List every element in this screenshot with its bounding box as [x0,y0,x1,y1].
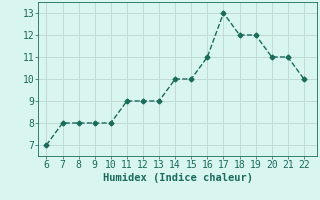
X-axis label: Humidex (Indice chaleur): Humidex (Indice chaleur) [103,173,252,183]
